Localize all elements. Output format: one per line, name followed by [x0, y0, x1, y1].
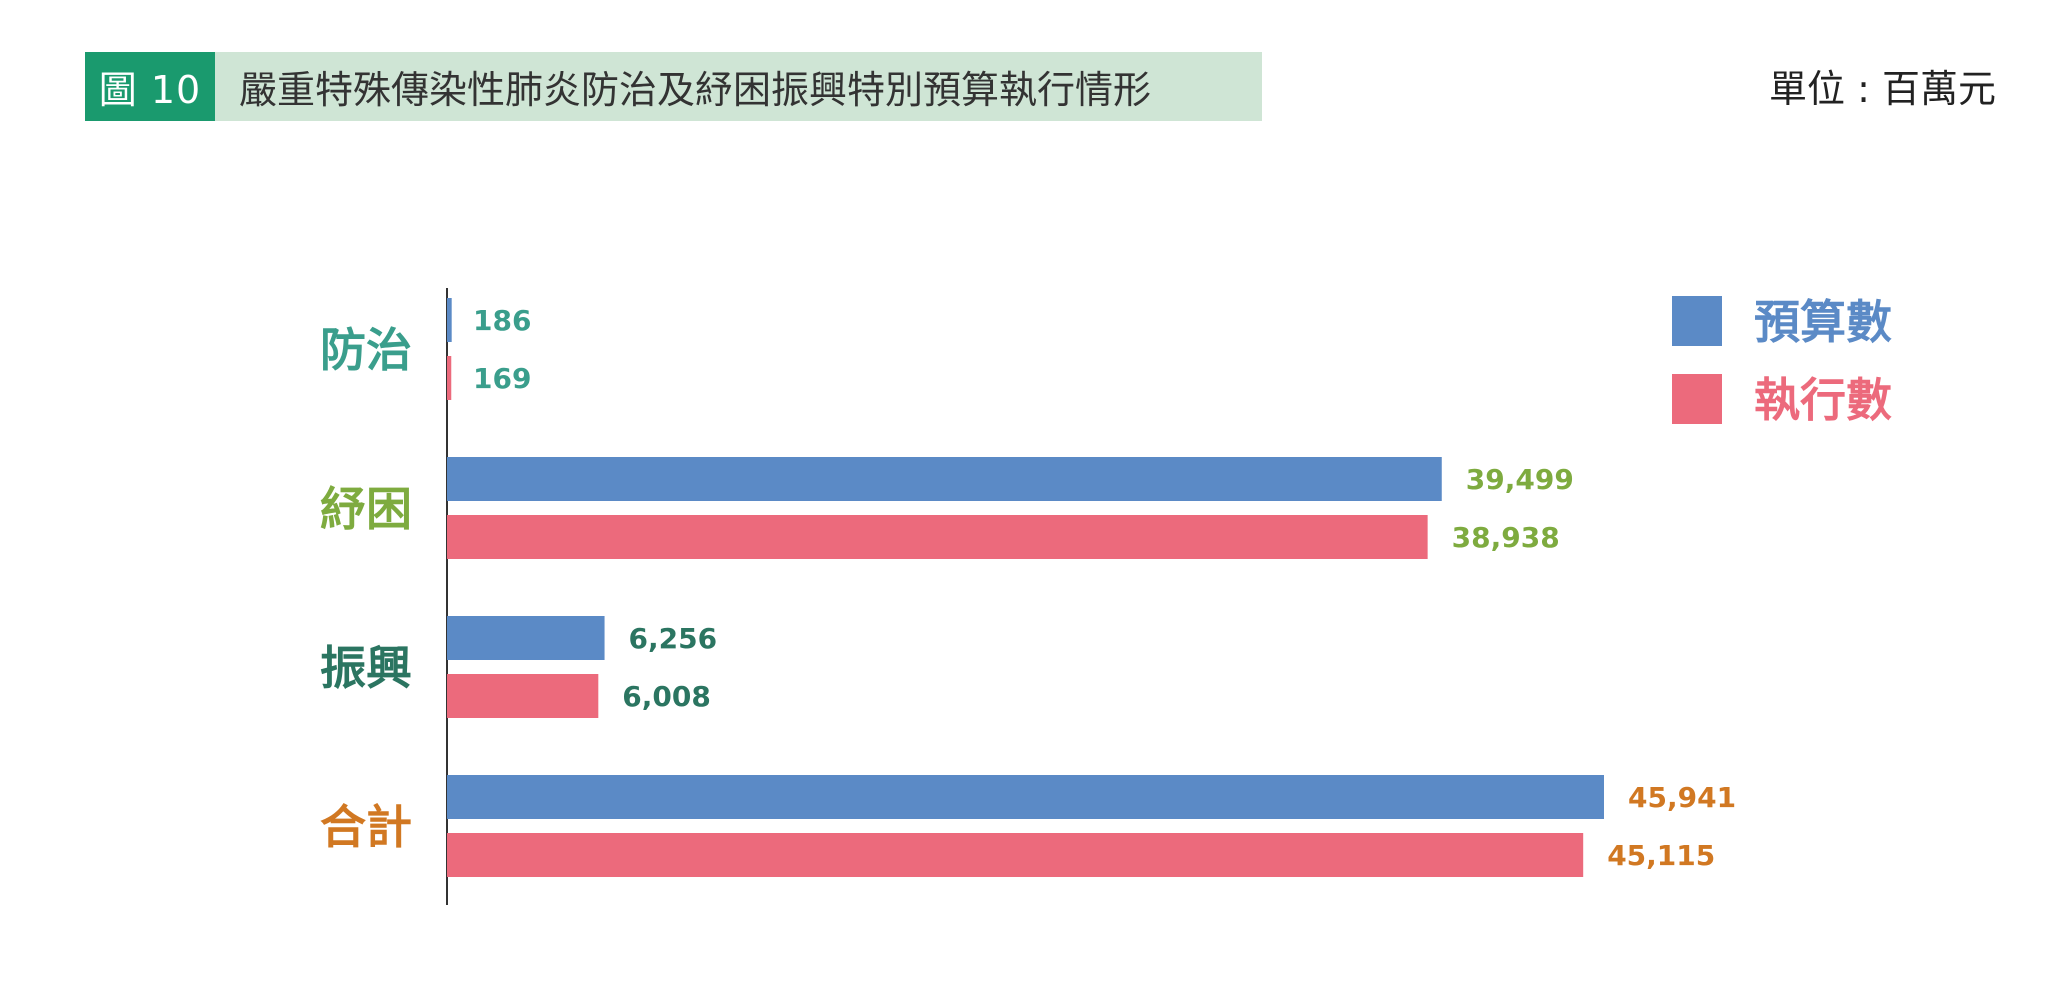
legend-label-0: 預算數	[1754, 295, 1892, 349]
bar-budget-2	[447, 616, 605, 660]
category-label-3: 合計	[320, 800, 412, 854]
category-label-2: 振興	[320, 641, 412, 695]
value-label-executed-0: 169	[473, 362, 531, 395]
figure-number: 圖 10	[85, 52, 215, 121]
category-label-1: 紓困	[320, 482, 412, 536]
value-label-budget-3: 45,941	[1628, 781, 1736, 814]
bar-executed-0	[447, 356, 452, 400]
category-label-0: 防治	[320, 323, 412, 377]
unit-label: 單位 : 百萬元	[1769, 67, 1996, 111]
bar-budget-1	[447, 457, 1442, 501]
value-label-budget-0: 186	[473, 304, 531, 337]
figure-title: 嚴重特殊傳染性肺炎防治及紓困振興特別預算執行情形	[215, 52, 1262, 121]
value-label-budget-1: 39,499	[1466, 463, 1574, 496]
value-label-executed-3: 45,115	[1607, 839, 1715, 872]
value-label-executed-2: 6,008	[622, 680, 711, 713]
legend-swatch-1	[1672, 374, 1722, 424]
value-label-budget-2: 6,256	[629, 622, 718, 655]
legend-label-1: 執行數	[1754, 373, 1892, 427]
bar-executed-1	[447, 515, 1428, 559]
value-label-executed-1: 38,938	[1452, 521, 1560, 554]
legend-swatch-0	[1672, 296, 1722, 346]
figure-header: 圖 10 嚴重特殊傳染性肺炎防治及紓困振興特別預算執行情形	[85, 52, 1262, 121]
bar-budget-3	[447, 775, 1604, 819]
bar-executed-3	[447, 833, 1584, 877]
bar-executed-2	[447, 674, 599, 718]
bar-budget-0	[447, 298, 452, 342]
